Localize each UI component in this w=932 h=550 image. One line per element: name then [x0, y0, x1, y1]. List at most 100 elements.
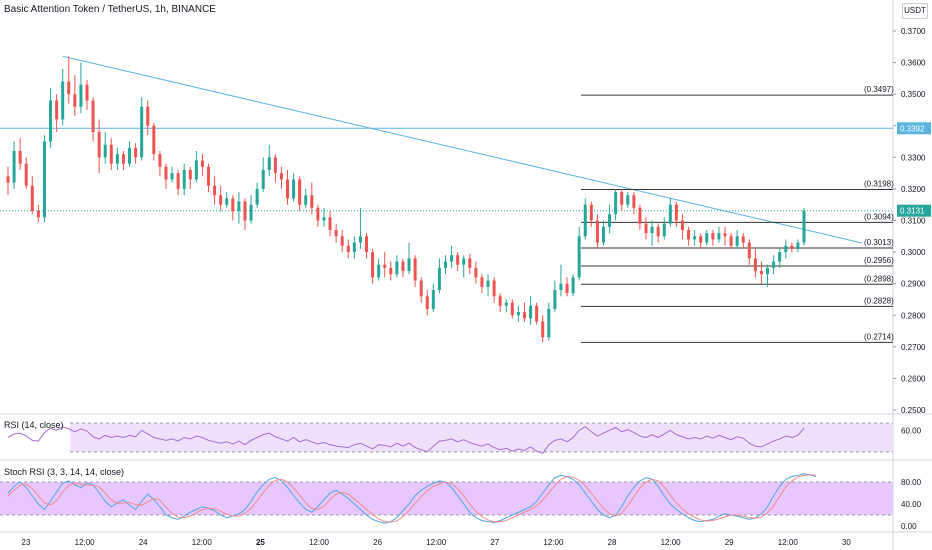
- time-tick-label: 28: [608, 538, 617, 547]
- candle-body: [91, 100, 95, 133]
- candle-body: [747, 242, 751, 259]
- candle-body: [759, 271, 763, 275]
- candle-body: [778, 252, 782, 262]
- candle-body: [468, 258, 472, 268]
- stoch-tick-label: 0.00: [901, 522, 917, 531]
- candle-body: [626, 195, 630, 205]
- candle-body: [219, 195, 223, 205]
- fib-level-label: (0.2714): [864, 332, 894, 341]
- price-tick-label: 0.3600: [901, 59, 926, 68]
- candle-body: [30, 185, 34, 212]
- price-tick-label: 0.2900: [901, 280, 926, 289]
- candle-body: [450, 255, 454, 262]
- candle-body: [170, 173, 174, 180]
- fib-level-label: (0.3094): [864, 212, 894, 221]
- candle-body: [24, 163, 28, 186]
- candle-body: [753, 258, 757, 272]
- chart-title: Basic Attention Token / TetherUS, 1h, BI…: [4, 4, 216, 15]
- candle-body: [723, 233, 727, 237]
- candle-body: [608, 214, 612, 227]
- rsi-tick-label: 60.00: [901, 426, 922, 435]
- candle-body: [577, 236, 581, 278]
- currency-button[interactable]: USDT: [902, 3, 928, 19]
- price-tick-label: 0.3500: [901, 90, 926, 99]
- candle-body: [97, 132, 101, 158]
- candle-body: [103, 144, 107, 158]
- candle-body: [559, 283, 563, 290]
- candle-body: [687, 229, 691, 240]
- candle-body: [522, 312, 526, 319]
- candle-body: [535, 305, 539, 322]
- candle-body: [790, 245, 794, 249]
- candle-body: [474, 267, 478, 278]
- trendline: [62, 55, 863, 244]
- price-tick-label: 0.3100: [901, 217, 926, 226]
- time-tick-label: 12:00: [543, 538, 564, 547]
- candle-body: [140, 106, 144, 158]
- candle-body: [510, 302, 514, 316]
- candle-body: [516, 312, 520, 316]
- candle-body: [680, 220, 684, 230]
- candle-body: [304, 195, 308, 205]
- candle-body: [729, 236, 733, 246]
- candle-body: [128, 147, 132, 164]
- candle-body: [638, 207, 642, 224]
- fib-level-label: (0.2828): [864, 296, 894, 305]
- candle-body: [601, 226, 605, 243]
- candle-body: [437, 267, 441, 290]
- candle-body: [6, 176, 10, 183]
- candle-body: [49, 100, 53, 142]
- candle-body: [504, 302, 508, 306]
- current-price-tag: 0.3131: [900, 207, 925, 216]
- candle-body: [632, 195, 636, 208]
- stoch-tick-label: 80.00: [901, 478, 922, 487]
- candle-body: [61, 81, 65, 120]
- candle-body: [462, 258, 466, 265]
- candle-body: [620, 192, 624, 205]
- fib-level-label: (0.3198): [864, 180, 894, 189]
- stoch-k-line: [7, 473, 817, 524]
- candle-body: [188, 169, 192, 180]
- candle-body: [67, 81, 71, 95]
- candle-body: [273, 157, 277, 174]
- candle-body: [267, 157, 271, 170]
- fib-level-label: (0.2956): [864, 256, 894, 265]
- candle-body: [802, 210, 806, 243]
- rsi-line: [7, 426, 805, 454]
- rsi-indicator-label[interactable]: RSI (14, close): [4, 420, 64, 430]
- candle-body: [595, 220, 599, 243]
- candle-body: [413, 258, 417, 281]
- candle-body: [286, 179, 290, 199]
- candle-body: [261, 169, 265, 189]
- candle-body: [182, 169, 186, 189]
- time-tick-label: 12:00: [192, 538, 213, 547]
- candle-body: [158, 154, 162, 167]
- candle-body: [717, 233, 721, 240]
- candle-body: [243, 201, 247, 221]
- candle-body: [383, 264, 387, 268]
- candle-body: [395, 261, 399, 275]
- candle-body: [365, 236, 369, 253]
- candle-body: [443, 261, 447, 268]
- candle-body: [425, 296, 429, 309]
- price-tick-label: 0.2700: [901, 343, 926, 352]
- candle-body: [115, 154, 119, 164]
- time-tick-label: 12:00: [661, 538, 682, 547]
- fib-level-label: (0.3013): [864, 238, 894, 247]
- stoch-rsi-indicator-label[interactable]: Stoch RSI (3, 3, 14, 14, close): [4, 467, 125, 477]
- candle-body: [699, 236, 703, 243]
- candle-body: [589, 204, 593, 221]
- time-tick-label: 27: [490, 538, 499, 547]
- horizontal-level-tag-bg: [897, 122, 931, 135]
- candle-body: [407, 258, 411, 272]
- candle-body: [146, 106, 150, 126]
- candle-body: [492, 280, 496, 297]
- time-tick-label: 25: [256, 538, 265, 547]
- candle-body: [194, 160, 198, 180]
- price-tick-label: 0.2500: [901, 406, 926, 415]
- candle-body: [541, 321, 545, 338]
- candle-body: [693, 236, 697, 240]
- candle-body: [207, 166, 211, 186]
- candle-body: [650, 226, 654, 234]
- candle-body: [656, 226, 660, 237]
